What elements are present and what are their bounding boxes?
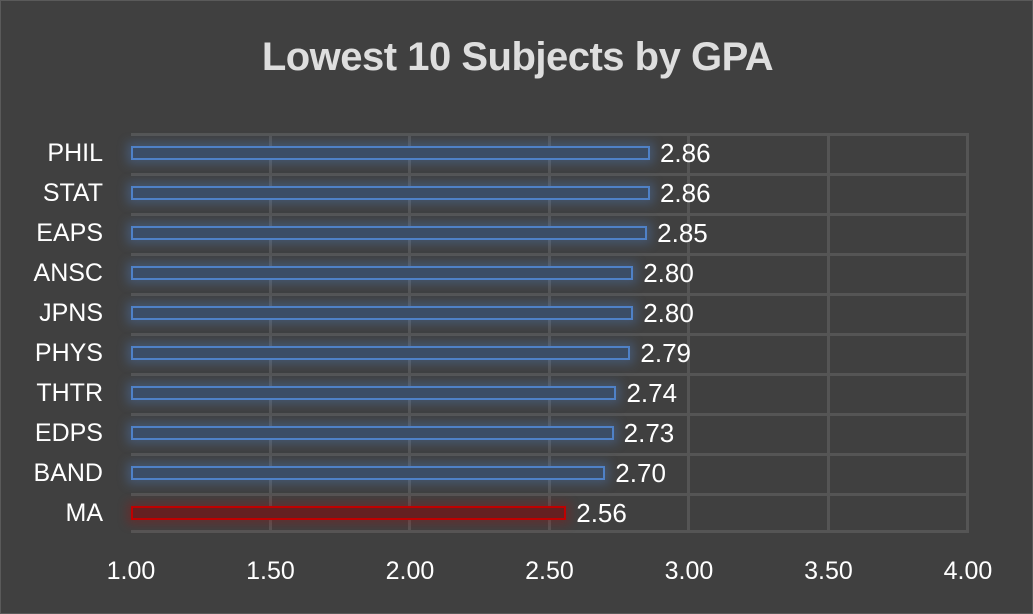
bar-row: 2.85 (131, 213, 968, 253)
chart-title: Lowest 10 Subjects by GPA (261, 35, 774, 79)
data-label: 2.70 (615, 458, 666, 488)
category-label: PHYS (34, 339, 103, 367)
data-label: 2.80 (643, 258, 694, 288)
horizontal-gridline (131, 293, 968, 296)
x-tick-label: 3.00 (664, 557, 714, 585)
x-tick-label: 1.00 (106, 557, 156, 585)
category-label: STAT (42, 179, 103, 207)
horizontal-gridline (131, 133, 968, 136)
bar-phil[interactable] (131, 146, 650, 160)
horizontal-gridline (131, 373, 968, 376)
category-label: THTR (36, 379, 103, 407)
horizontal-gridline (131, 413, 968, 416)
bar-edps[interactable] (131, 426, 614, 440)
bar-phys[interactable] (131, 346, 631, 360)
bar-ma[interactable] (131, 506, 567, 520)
horizontal-gridline (131, 173, 968, 176)
horizontal-gridline (131, 253, 968, 256)
bar-row: 2.70 (131, 453, 968, 493)
category-label: MA (65, 499, 104, 527)
bar-ansc[interactable] (131, 266, 634, 280)
data-label: 2.79 (640, 338, 692, 368)
data-label: 2.80 (643, 298, 694, 328)
bar-eaps[interactable] (131, 226, 648, 240)
data-label: 2.73 (623, 418, 675, 448)
bar-row: 2.86 (131, 173, 968, 213)
horizontal-gridline (131, 530, 968, 533)
data-label: 2.85 (657, 218, 708, 248)
horizontal-gridline (131, 333, 968, 336)
bar-row: 2.80 (131, 293, 968, 333)
horizontal-gridline (131, 453, 968, 456)
x-tick-label: 1.50 (246, 557, 295, 585)
x-tick-label: 3.50 (804, 557, 853, 585)
category-label: EAPS (36, 219, 103, 247)
category-label: PHIL (47, 139, 103, 167)
x-tick-label: 2.50 (525, 557, 574, 585)
data-label: 2.56 (576, 498, 627, 528)
plot-area: 2.86 2.86 2.85 2.80 2.80 2.79 2.74 2.73 2.70 2.56 (131, 133, 969, 533)
horizontal-gridline (131, 493, 968, 496)
bar-row: 2.73 (131, 413, 968, 453)
category-label: ANSC (33, 259, 103, 287)
data-label: 2.74 (626, 378, 678, 408)
data-label: 2.86 (659, 178, 711, 208)
bar-row: 2.86 (131, 133, 968, 173)
x-tick-label: 4.00 (943, 557, 993, 585)
category-label: BAND (33, 459, 103, 487)
bar-row: 2.80 (131, 253, 968, 293)
x-tick-label: 2.00 (385, 557, 435, 585)
bar-jpns[interactable] (131, 306, 634, 320)
category-label: EDPS (34, 419, 103, 447)
bar-band[interactable] (131, 466, 606, 480)
bar-row: 2.74 (131, 373, 968, 413)
horizontal-gridline (131, 213, 968, 216)
category-label: JPNS (39, 299, 103, 327)
bar-thtr[interactable] (131, 386, 617, 400)
bar-row: 2.56 (131, 493, 968, 533)
bar-row: 2.79 (131, 333, 968, 373)
data-label: 2.86 (659, 138, 711, 168)
bar-stat[interactable] (131, 186, 650, 200)
